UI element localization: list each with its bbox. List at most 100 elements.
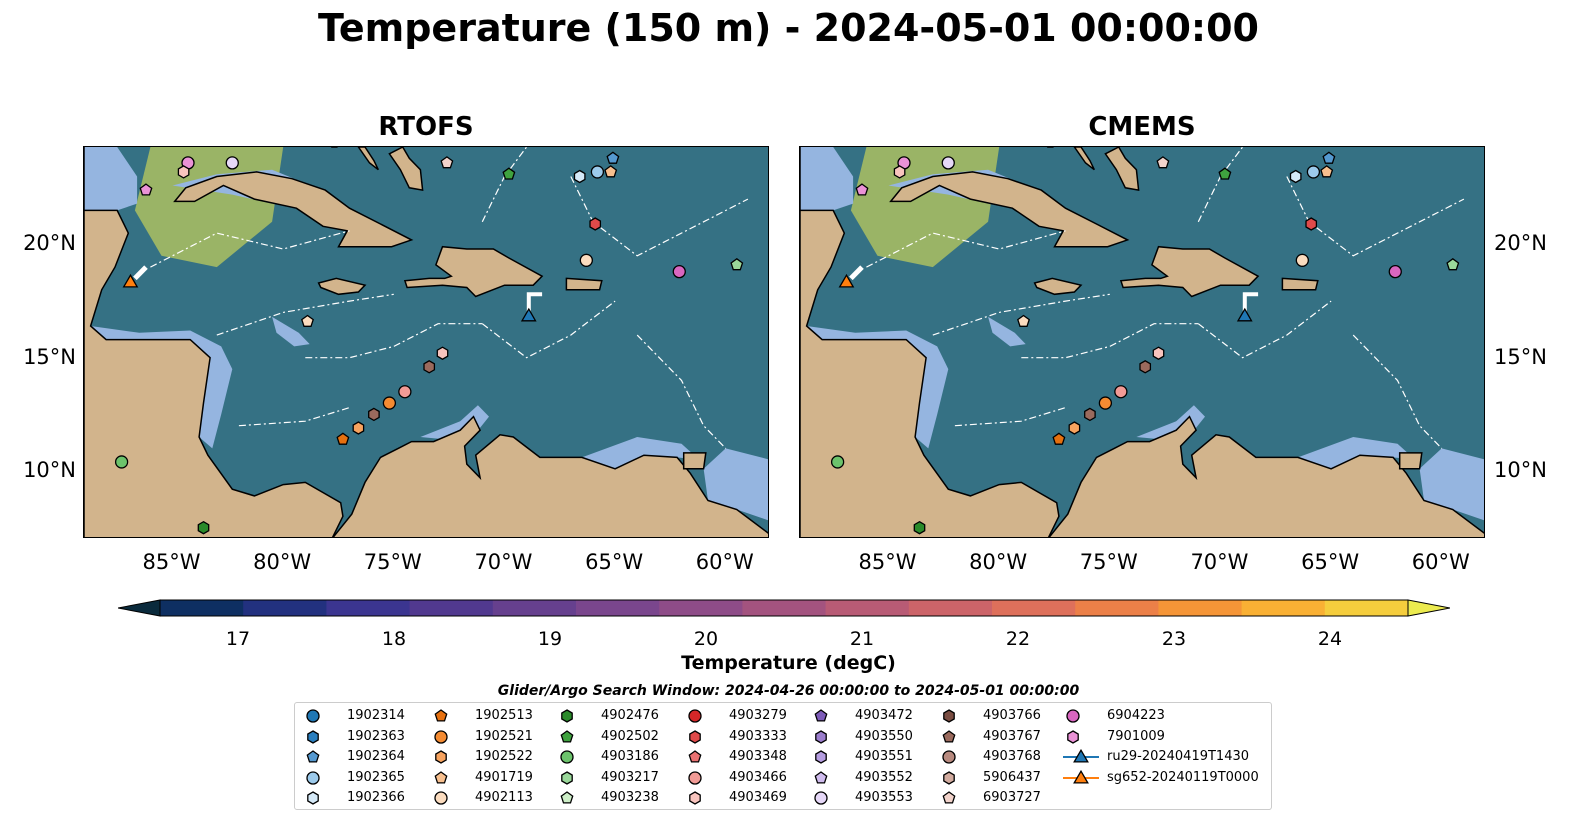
legend-label: 4903551: [855, 749, 913, 764]
legend-marker: [435, 750, 447, 764]
cmems-map: [799, 146, 1485, 538]
legend-label: 4903217: [601, 769, 659, 785]
eez-boundary: [238, 407, 350, 427]
argo-float-marker: [436, 346, 449, 360]
legend-marker: [942, 729, 956, 743]
lon-tick-label: 60°W: [1411, 550, 1470, 574]
legend-label: 4903472: [855, 708, 913, 723]
argo-float-marker: [368, 407, 380, 422]
legend-marker: [561, 709, 573, 723]
argo-float-marker: [730, 257, 744, 271]
colorbar-tick-label: 19: [537, 628, 563, 650]
colorbar-label: Temperature (degC): [681, 652, 896, 674]
legend-label: 4903552: [855, 769, 913, 785]
legend-marker: [306, 770, 320, 785]
land-bahamas1: [357, 147, 379, 171]
colorbar-min-arrow: [117, 599, 161, 617]
land-trinidad: [1398, 452, 1423, 470]
argo-float-marker: [893, 165, 906, 179]
colorbar-segment: [908, 600, 993, 616]
argo-float-marker: [1305, 217, 1318, 231]
legend-label: ru29-20240419T1430: [1107, 749, 1250, 764]
colorbar-segment: [992, 600, 1076, 616]
lat-tick-label: 10°N: [23, 458, 76, 483]
shelf-area: [272, 316, 310, 347]
legend-marker: [1073, 749, 1089, 763]
lat-tick-label: 20°N: [1494, 231, 1547, 256]
glider-marker: [1236, 307, 1253, 322]
land-trinidad: [682, 452, 707, 470]
legend-marker: [814, 770, 828, 784]
legend-label: 4903550: [855, 728, 913, 744]
eez-boundary: [866, 230, 1066, 268]
legend: 1902314 1902363 1902364 1902365 1902366 19025…: [294, 702, 1272, 810]
argo-float-marker: [398, 385, 412, 399]
legend-label: 4903553: [855, 790, 913, 805]
colorbar-tick-label: 22: [1005, 628, 1031, 650]
legend-marker: [560, 750, 574, 764]
colorbar-segment: [825, 600, 910, 616]
glider-marker: [122, 273, 139, 288]
lon-tick-label: 65°W: [1301, 550, 1360, 574]
legend-marker: [942, 791, 956, 804]
colorbar-tick-label: 23: [1161, 628, 1187, 650]
legend-label: 6903727: [983, 790, 1041, 805]
eez-boundary: [636, 334, 727, 449]
legend-marker: [434, 770, 448, 784]
land-southAmerica: [332, 415, 768, 537]
legend-label: 4901719: [475, 769, 533, 785]
argo-float-marker: [573, 169, 586, 184]
lat-tick-label: 20°N: [23, 231, 76, 256]
legend-label: 4903469: [729, 790, 787, 805]
legend-marker: [942, 750, 956, 764]
argo-float-marker: [139, 183, 153, 196]
argo-float-marker: [1017, 314, 1030, 327]
legend-marker: [814, 709, 828, 722]
eez-boundary: [216, 293, 394, 336]
legend-label: 4903238: [601, 790, 659, 805]
eez-boundary: [1021, 323, 1199, 359]
figure-title: Temperature (150 m) - 2024-05-01 00:00:0…: [317, 6, 1259, 50]
argo-float-marker: [941, 156, 955, 170]
argo-float-marker: [336, 432, 350, 445]
shelf-area: [703, 448, 768, 521]
colorbar-segment: [742, 600, 827, 616]
legend-label: 1902363: [347, 728, 405, 744]
argo-float-marker: [672, 264, 686, 279]
argo-float-marker: [589, 217, 602, 231]
legend-marker: [943, 709, 955, 723]
legend-label: 1902521: [475, 728, 533, 744]
land-bahamas2: [388, 147, 424, 192]
argo-float-marker: [177, 165, 190, 179]
lon-tick-label: 80°W: [253, 550, 312, 574]
land-central: [84, 147, 344, 537]
legend-label: 1902522: [475, 749, 533, 764]
argo-float-marker: [352, 421, 365, 435]
argo-float-marker: [830, 455, 845, 469]
colorbar-segment: [492, 600, 577, 616]
legend-label: 7901009: [1107, 728, 1165, 744]
colorbar-segment: [659, 600, 743, 616]
legend-label: 4903333: [729, 728, 787, 744]
legend-marker: [307, 791, 319, 805]
shelf-area: [988, 316, 1026, 347]
legend-label: 4902502: [601, 728, 659, 744]
lon-tick-label: 70°W: [1190, 550, 1249, 574]
eez-boundary: [305, 323, 483, 359]
argo-float-marker: [423, 360, 436, 374]
argo-float-marker: [1320, 165, 1334, 178]
shelf-area: [800, 147, 854, 211]
argo-float-marker: [225, 156, 239, 170]
legend-label: 5906437: [983, 769, 1041, 785]
eez-boundary: [481, 300, 616, 359]
colorbar-tick-label: 21: [849, 628, 875, 650]
shelf-area: [581, 437, 700, 469]
rtofs-map: [83, 146, 769, 538]
land-puertoRico: [565, 277, 603, 291]
land-central: [800, 147, 1060, 537]
argo-float-marker: [1388, 264, 1402, 279]
argo-float-marker: [1139, 360, 1152, 374]
land-bahamas2: [1104, 147, 1140, 192]
lon-tick-label: 70°W: [474, 550, 533, 574]
legend-label: 1902366: [347, 790, 405, 805]
